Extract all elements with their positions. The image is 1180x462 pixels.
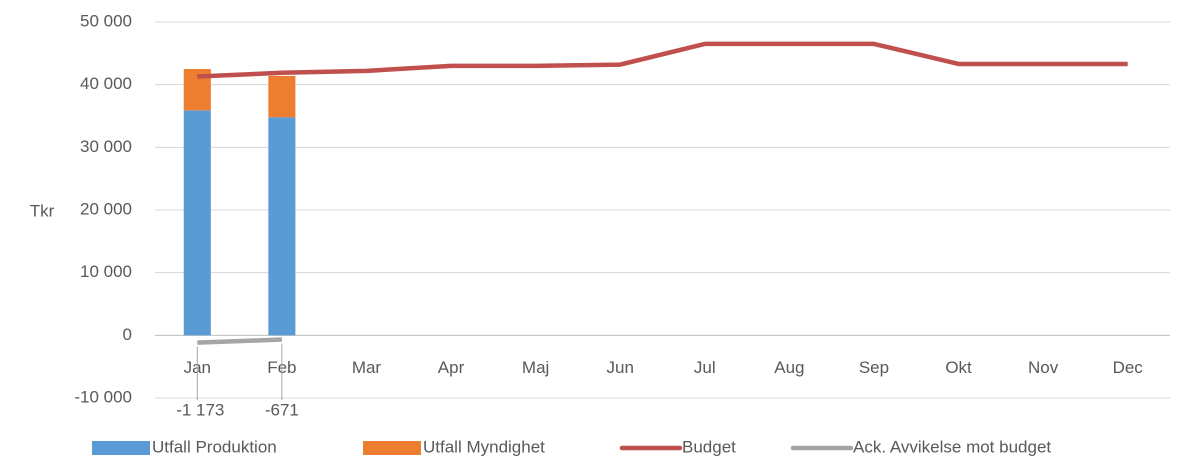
x-tick-label: Nov: [1028, 358, 1059, 377]
x-tick-label: Maj: [522, 358, 549, 377]
y-axis-title: Tkr: [30, 201, 55, 220]
legend-label: Utfall Produktion: [152, 437, 277, 456]
legend-label: Budget: [682, 437, 736, 456]
y-tick-label: -10 000: [74, 387, 132, 406]
x-tick-label: Aug: [774, 358, 804, 377]
data-label: -671: [265, 400, 299, 419]
y-tick-label: 20 000: [80, 199, 132, 218]
bar: [183, 110, 211, 336]
legend-label: Utfall Myndighet: [423, 437, 545, 456]
y-tick-label: 30 000: [80, 137, 132, 156]
y-tick-label: 40 000: [80, 74, 132, 93]
line: [197, 337, 282, 345]
bar: [268, 75, 296, 118]
x-tick-label: Mar: [352, 358, 382, 377]
y-tick-label: 50 000: [80, 11, 132, 30]
x-tick-label: Jul: [694, 358, 716, 377]
x-tick-label: Sep: [859, 358, 889, 377]
legend-swatch: [92, 441, 150, 455]
data-label: -1 173: [176, 400, 224, 419]
y-tick-label: 10 000: [80, 262, 132, 281]
bar: [268, 117, 296, 336]
x-tick-label: Apr: [438, 358, 465, 377]
legend-swatch: [363, 441, 421, 455]
x-tick-label: Okt: [945, 358, 972, 377]
line: [197, 41, 1128, 79]
x-tick-label: Dec: [1113, 358, 1144, 377]
x-tick-label: Jun: [606, 358, 633, 377]
legend-label: Ack. Avvikelse mot budget: [853, 437, 1051, 456]
y-tick-label: 0: [123, 325, 132, 344]
